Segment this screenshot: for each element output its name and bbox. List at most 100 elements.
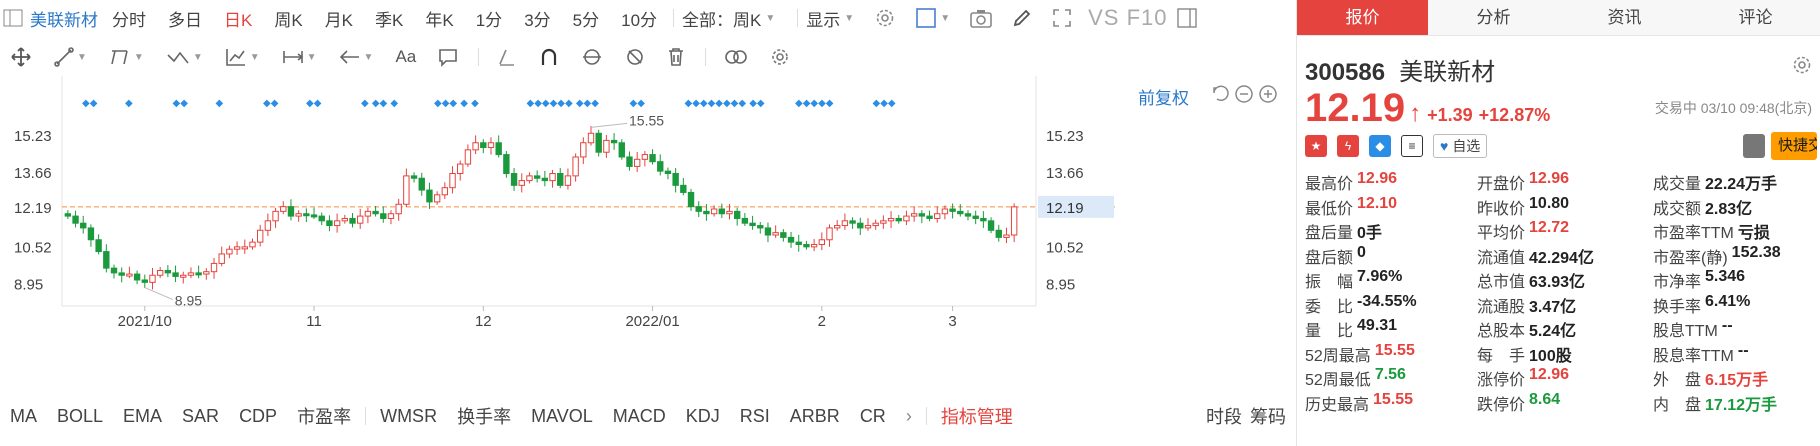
candle-body [395,203,402,215]
compare-icon[interactable] [724,47,748,67]
move-icon[interactable] [10,46,32,68]
add-watchlist-button[interactable]: ♥ 自选 [1433,134,1488,158]
indicator-tab[interactable]: ARBR [789,405,840,426]
sidebar-toggle-icon[interactable] [2,7,24,29]
indicator-tab[interactable]: 市盈率 [297,407,352,427]
stock-name[interactable]: 美联新材 [30,10,98,30]
period-tab[interactable]: 月K [324,10,354,30]
vs-f10-link[interactable]: VS F10 [1088,5,1168,30]
candle-body [187,272,195,276]
indicator-tab[interactable]: BOLL [57,405,104,426]
panel-toggle-icon[interactable] [1177,8,1198,28]
period-tab[interactable]: 5分 [572,10,600,30]
wave-tool-icon[interactable]: ▼ [166,47,203,67]
stat-label: 振 幅 [1305,274,1354,292]
stat-label: 内 盘 [1653,396,1702,414]
candle-body [272,210,279,222]
indicator-tab[interactable]: WMSR [380,405,438,426]
adjustment-select[interactable]: 前复权 [1138,89,1189,108]
gear-icon[interactable] [874,7,896,29]
y-tick-label-right: 15.23 [1046,128,1084,145]
chart-panel: 美联新材 分时 多日 日K 周K 月K 季K 年K 1分 3分 5分 10分 全… [0,0,1296,427]
period-tab[interactable]: 10分 [621,10,658,30]
tab-analysis[interactable]: 分析 [1476,8,1511,27]
period-tab[interactable]: 3分 [524,10,551,30]
indicator-tab[interactable]: EMA [123,405,163,426]
stats-row: 52周最低 7.56 涨停价 12.96 外 盘 6.15万手 [1305,366,1819,391]
candle-body [903,215,910,222]
quick-trade-button[interactable]: 快捷交易 [1771,132,1817,160]
stat-value: 42.294亿 [1529,249,1594,267]
candle-body [249,241,256,248]
chevron-right-icon[interactable]: › [905,405,912,426]
range-select[interactable]: 全部：周K [682,10,762,30]
indicator-tab[interactable]: MACD [612,405,666,426]
kline-chart[interactable]: 15.23 15.23 13.66 13.66 12.19 10.52 10.52 8.95 8… [0,76,1296,406]
candle-body [749,222,756,227]
candle-body [972,215,979,219]
line-tool-icon[interactable]: ▼ [54,47,87,67]
zoom-out-icon[interactable] [1234,84,1254,104]
indicator-tab[interactable]: RSI [739,405,770,426]
square-icon[interactable]: ▼ [916,8,950,28]
period-toolbar: 美联新材 分时 多日 日K 周K 月K 季K 年K 1分 3分 5分 10分 全… [0,0,1296,36]
undo-icon[interactable] [1210,84,1230,104]
candle-body [87,227,95,241]
tab-news[interactable]: 资讯 [1607,8,1642,27]
text-tool-icon[interactable]: Aa [395,47,417,66]
camera-icon[interactable] [970,8,992,28]
indicator-tab[interactable]: SAR [182,405,220,426]
gear-icon[interactable] [1791,54,1813,81]
fib-tool-icon[interactable]: ▼ [225,47,260,67]
stock-header: 300586 美联新材 [1305,52,1495,87]
arrow-tool-icon[interactable]: ▼ [339,47,373,67]
indicator-manage-button[interactable]: 指标管理 [940,407,1013,427]
trash-icon[interactable] [667,47,685,67]
hide-tool-icon[interactable] [625,47,645,67]
zoom-in-icon[interactable] [1258,84,1278,104]
chips-button[interactable]: 筹码 [1250,407,1286,427]
measure-tool-icon[interactable]: ▼ [282,47,317,67]
bell-icon[interactable] [1743,134,1765,158]
tab-quote[interactable]: 报价 [1297,0,1428,35]
comment-tool-icon[interactable] [438,47,458,67]
pencil-icon[interactable] [1012,8,1032,28]
indicator-tab[interactable]: CDP [239,405,278,426]
indicator-tab[interactable]: 换手率 [457,407,512,427]
stat-value: 12.96 [1529,170,1570,188]
settings-icon[interactable] [770,47,790,67]
stat-cell: 股息率TTM -- [1653,342,1819,366]
kline-svg[interactable]: 15.23 15.23 13.66 13.66 12.19 10.52 10.52 8.95 8… [0,76,1296,406]
document-icon[interactable]: ≡ [1401,135,1423,157]
channel-tool-icon[interactable]: ▼ [109,47,144,67]
x-tick-label: 2021/10 [118,313,172,330]
eraser-tool-icon[interactable] [497,47,517,67]
period-tab[interactable]: 年K [425,10,454,30]
chevron-down-icon[interactable]: ▼ [765,12,776,24]
period-tab-active[interactable]: 日K [224,10,253,30]
stat-label: 涨停价 [1477,372,1526,390]
period-tab[interactable]: 周K [274,10,303,30]
period-tab[interactable]: 分时 [112,10,146,30]
indicator-tab[interactable]: KDJ [685,405,720,426]
stat-label: 市盈率(静) [1653,249,1728,267]
y-tick-label-left: 15.23 [14,128,52,145]
indicator-tab[interactable]: MAVOL [531,405,593,426]
fullscreen-icon[interactable] [1052,8,1072,28]
period-tab[interactable]: 1分 [475,10,503,30]
period-tab[interactable]: 季K [375,10,404,30]
tab-comments[interactable]: 评论 [1738,8,1773,27]
last-price: 12.19 [1305,86,1406,130]
indicator-tab[interactable]: CR [859,405,886,426]
display-menu[interactable]: 显示 [806,10,841,30]
period-tab[interactable]: 多日 [168,10,202,30]
chevron-down-icon[interactable]: ▼ [844,12,855,24]
stat-value: 5.346 [1705,268,1746,286]
lock-tool-icon[interactable] [581,47,603,67]
candle-body [457,163,464,175]
candle-body [841,220,849,227]
indicator-tab[interactable]: MA [10,405,37,426]
stat-cell: 委 比 -34.55% [1305,293,1477,317]
magnet-icon[interactable] [539,47,559,67]
period-segment-button[interactable]: 时段 [1206,407,1242,427]
